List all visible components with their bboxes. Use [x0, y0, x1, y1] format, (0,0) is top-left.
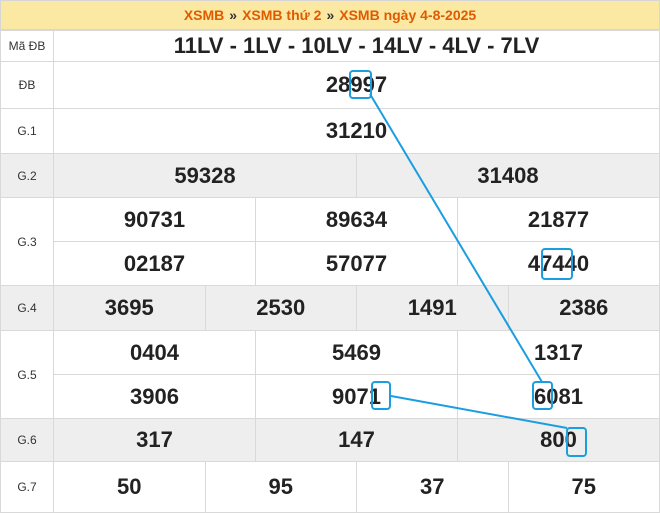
prize-g3-label: G.3 — [0, 197, 54, 286]
digit-highlight-box — [566, 427, 587, 457]
prize-g2-row: G.2 59328 31408 — [0, 153, 660, 198]
prize-g5-number: 3906 — [53, 374, 256, 419]
prize-g5-row: G.5 0404 5469 1317 — [0, 330, 660, 419]
prize-g5-number: 0404 — [53, 330, 256, 375]
prize-g6-row: G.6 317 147 800 — [0, 418, 660, 462]
breadcrumb: XSMB » XSMB thứ 2 » XSMB ngày 4-8-2025 — [0, 0, 660, 30]
prize-g6-label: G.6 — [0, 418, 54, 462]
prize-db-row: ĐB 28997 — [0, 61, 660, 109]
prize-g5-number: 9071 — [255, 374, 458, 419]
prize-g1-number: 31210 — [53, 108, 660, 154]
codes-label: Mã ĐB — [0, 30, 54, 62]
breadcrumb-xsmb-date[interactable]: XSMB ngày 4-8-2025 — [339, 7, 477, 23]
prize-g7-label: G.7 — [0, 461, 54, 513]
prize-g2-number: 31408 — [356, 153, 660, 198]
prize-db-label: ĐB — [0, 61, 54, 109]
prize-g5-row: 3906 9071 6081 — [1, 374, 660, 419]
breadcrumb-xsmb-monday[interactable]: XSMB thứ 2 — [242, 7, 322, 23]
breadcrumb-separator: » — [229, 7, 238, 23]
prize-g7-row: G.7 50 95 37 75 — [0, 461, 660, 513]
prize-g2-label: G.2 — [0, 153, 54, 198]
prize-g2-number: 59328 — [53, 153, 357, 198]
prize-g5-number: 6081 — [457, 374, 660, 419]
prize-g5-label: G.5 — [0, 330, 54, 419]
prize-g4-number: 2530 — [204, 285, 357, 331]
prize-g4-number: 1491 — [356, 285, 509, 331]
prize-g5-number: 1317 — [457, 330, 660, 375]
prize-g1-label: G.1 — [0, 108, 54, 154]
digit-highlight-box — [349, 70, 372, 99]
prize-g4-label: G.4 — [0, 285, 54, 331]
digit-highlight-box — [371, 381, 391, 410]
codes-row: Mã ĐB 11LV - 1LV - 10LV - 14LV - 4LV - 7… — [0, 30, 660, 62]
prize-g7-number: 37 — [356, 461, 509, 513]
prize-g6-number: 147 — [255, 418, 458, 462]
prize-g3-number: 57077 — [255, 241, 458, 286]
prize-g7-number: 95 — [204, 461, 357, 513]
prize-g3-number: 02187 — [53, 241, 256, 286]
breadcrumb-xsmb[interactable]: XSMB — [183, 7, 225, 23]
digit-highlight-box — [541, 248, 573, 280]
prize-g3-number: 21877 — [457, 197, 660, 242]
special-codes: 11LV - 1LV - 10LV - 14LV - 4LV - 7LV — [53, 30, 660, 62]
prize-g7-number: 50 — [53, 461, 206, 513]
prize-g3-number: 89634 — [255, 197, 458, 242]
prize-g6-number: 800 — [457, 418, 660, 462]
breadcrumb-separator: » — [326, 7, 335, 23]
prize-g4-number: 3695 — [53, 285, 206, 331]
prize-g3-row: G.3 90731 89634 21877 — [0, 197, 660, 286]
prize-g3-number: 90731 — [53, 197, 256, 242]
prize-g1-row: G.1 31210 — [0, 108, 660, 154]
prize-g7-number: 75 — [507, 461, 660, 513]
prize-g6-number: 317 — [53, 418, 256, 462]
prize-g5-number: 5469 — [255, 330, 458, 375]
prize-g4-row: G.4 3695 2530 1491 2386 — [0, 285, 660, 331]
prize-g4-number: 2386 — [507, 285, 660, 331]
digit-highlight-box — [532, 381, 553, 410]
